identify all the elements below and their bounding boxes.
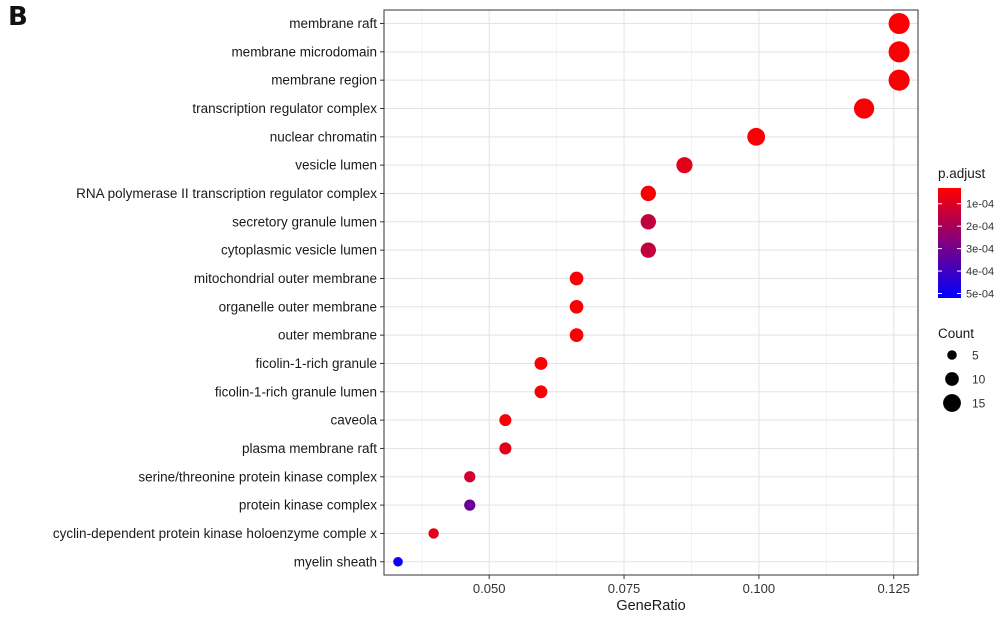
color-legend-label: 5e-04 — [966, 289, 994, 301]
y-tick-label: outer membrane — [278, 328, 377, 343]
y-tick-label: protein kinase complex — [239, 498, 377, 513]
size-legend-key — [943, 394, 961, 412]
panel-label: B — [8, 2, 28, 32]
color-legend-bar — [938, 188, 961, 298]
data-point — [853, 98, 875, 119]
data-point — [428, 528, 439, 539]
y-tick-label: nuclear chromatin — [270, 129, 377, 144]
data-point — [569, 271, 584, 286]
size-legend-key — [945, 372, 959, 386]
y-tick-label: RNA polymerase II transcription regulato… — [76, 186, 377, 201]
y-tick-label: plasma membrane raft — [242, 441, 377, 456]
size-legend-label: 15 — [972, 397, 986, 411]
y-tick-label: secretory granule lumen — [232, 214, 377, 229]
color-legend-label: 3e-04 — [966, 244, 994, 256]
plot-border — [383, 9, 919, 576]
x-tick-label: 0.050 — [473, 581, 506, 596]
y-tick-label: cytoplasmic vesicle lumen — [221, 243, 377, 258]
y-tick-label: transcription regulator complex — [192, 101, 377, 116]
data-point — [888, 12, 910, 35]
size-legend-title: Count — [938, 326, 974, 341]
y-tick-label: caveola — [330, 413, 377, 428]
data-point — [888, 41, 910, 63]
y-tick-label: cyclin-dependent protein kinase holoenzy… — [53, 526, 377, 541]
size-legend-key — [947, 350, 957, 360]
y-tick-label: myelin sheath — [294, 554, 377, 569]
y-tick-label: membrane raft — [289, 16, 377, 31]
data-point — [569, 328, 584, 342]
data-point — [747, 127, 766, 146]
color-legend-title: p.adjust — [938, 166, 986, 181]
color-legend-label: 4e-04 — [966, 266, 994, 278]
x-axis-title: GeneRatio — [616, 598, 685, 614]
size-legend-label: 5 — [972, 349, 979, 363]
data-point — [499, 442, 512, 455]
data-point — [640, 214, 656, 230]
y-tick-label: membrane microdomain — [231, 44, 377, 59]
color-legend-label: 1e-04 — [966, 199, 994, 211]
plot-panel — [384, 10, 918, 575]
data-point — [640, 185, 656, 202]
data-point — [534, 357, 548, 370]
x-tick-label: 0.125 — [877, 581, 910, 596]
y-tick-label: membrane region — [271, 73, 377, 88]
x-tick-label: 0.100 — [743, 581, 776, 596]
data-point — [499, 414, 512, 427]
y-tick-label: ficolin-1-rich granule lumen — [215, 384, 377, 399]
size-legend-label: 10 — [972, 373, 986, 387]
data-point — [888, 69, 910, 91]
color-legend-label: 2e-04 — [966, 221, 994, 233]
data-point — [569, 299, 584, 314]
y-tick-label: ficolin-1-rich granule — [255, 356, 377, 371]
data-point — [393, 556, 403, 567]
y-tick-label: vesicle lumen — [295, 158, 377, 173]
y-tick-label: mitochondrial outer membrane — [194, 271, 377, 286]
data-point — [464, 499, 476, 511]
y-tick-label: organelle outer membrane — [219, 299, 377, 314]
data-point — [534, 385, 548, 399]
y-tick-label: serine/threonine protein kinase complex — [138, 469, 377, 484]
x-tick-label: 0.075 — [608, 581, 641, 596]
data-point — [676, 157, 693, 174]
data-point — [640, 242, 656, 258]
data-point — [464, 471, 476, 483]
